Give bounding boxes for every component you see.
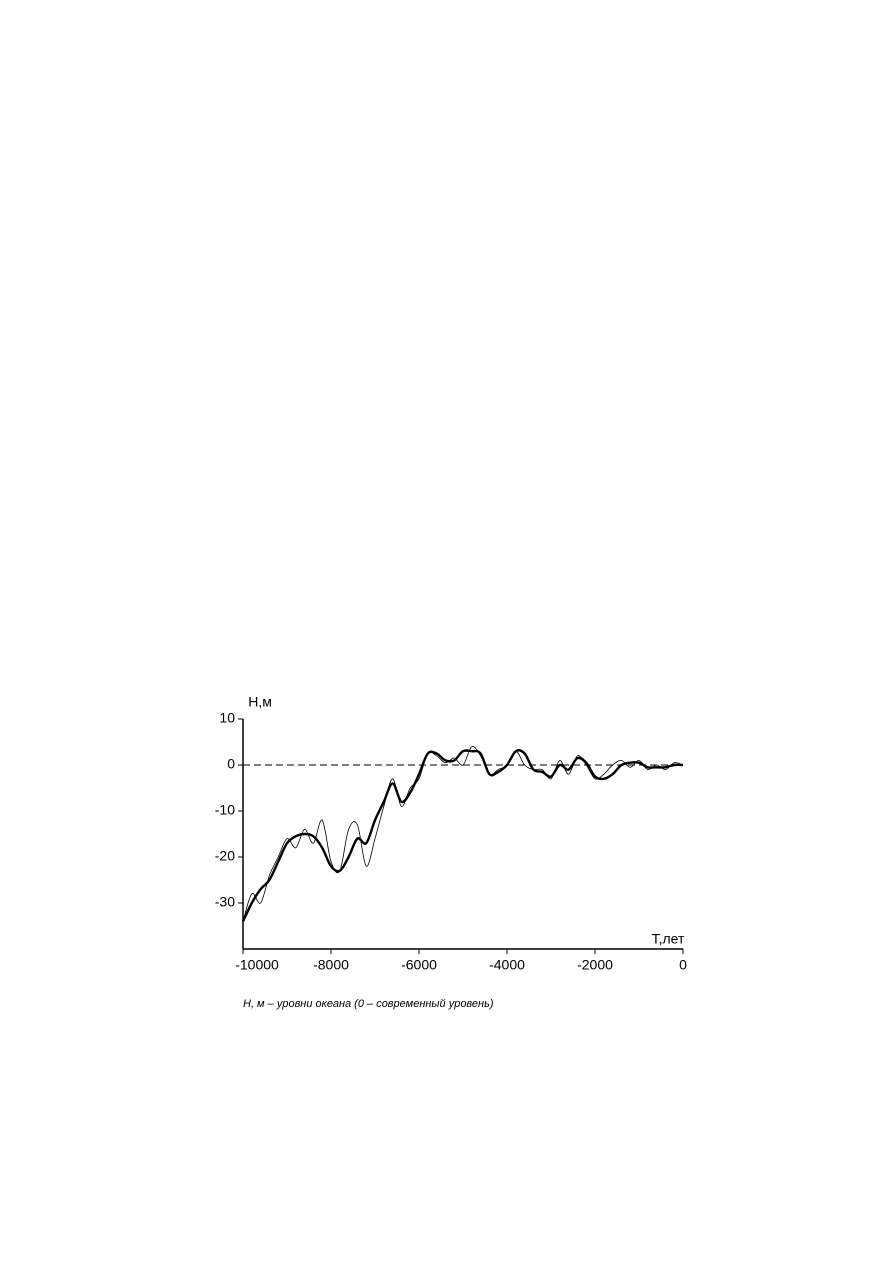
caption: Н, м – уровни океана (0 – современный ур… [243, 998, 494, 1010]
y-tick-label: -20 [215, 848, 235, 864]
y-tick-label: -10 [215, 802, 235, 818]
x-tick-label: -8000 [313, 957, 349, 973]
series-line [242, 745, 684, 922]
y-tick-label: 10 [219, 710, 235, 726]
x-tick-label: 0 [679, 957, 687, 973]
x-tick-label: -10000 [235, 957, 279, 973]
x-tick-label: -2000 [577, 957, 613, 973]
x-tick-label: -6000 [401, 957, 437, 973]
x-axis-label: Т,лет [652, 931, 685, 947]
x-tick-label: -4000 [489, 957, 525, 973]
series-line [241, 749, 684, 922]
y-tick-label: 0 [227, 756, 235, 772]
y-axis-label: Н,м [248, 694, 272, 710]
y-tick-label: -30 [215, 894, 235, 910]
